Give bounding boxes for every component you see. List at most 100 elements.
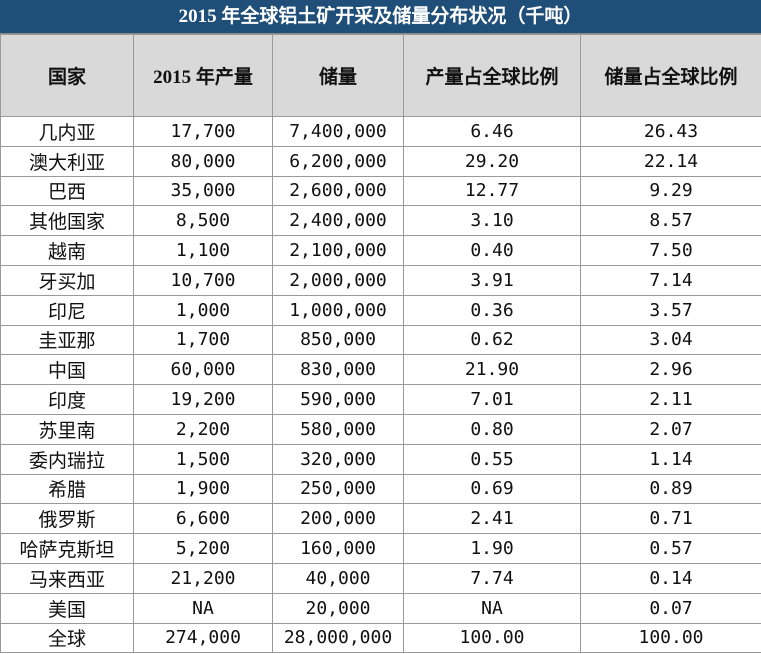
- value-cell: 20,000: [272, 592, 404, 624]
- value-cell: NA: [133, 592, 273, 624]
- value-cell: 9.29: [580, 175, 761, 207]
- data-table: 国家 2015 年产量 储量 产量占全球比例 储量占全球比例 几内亚 17,700 7,400…: [0, 34, 761, 654]
- value-cell: 3.04: [580, 324, 761, 356]
- value-cell: 2.11: [580, 384, 761, 415]
- header-cell: 储量: [272, 34, 404, 117]
- value-cell: 2,000,000: [272, 264, 404, 296]
- country-cell: 俄罗斯: [0, 503, 134, 535]
- table-row: 澳大利亚 80,000 6,200,000 29.20 22.14: [0, 145, 761, 177]
- value-cell: 60,000: [133, 354, 273, 386]
- country-cell: 巴西: [0, 175, 134, 207]
- country-cell: 印度: [0, 384, 134, 415]
- value-cell: 80,000: [133, 145, 273, 177]
- country-cell: 中国: [0, 354, 134, 386]
- value-cell: 2.41: [403, 503, 581, 535]
- value-cell: 0.40: [403, 235, 581, 266]
- value-cell: 3.10: [403, 205, 581, 237]
- value-cell: 0.36: [403, 294, 581, 326]
- country-cell: 印尼: [0, 294, 134, 326]
- value-cell: 1,700: [133, 324, 273, 356]
- country-cell: 哈萨克斯坦: [0, 533, 134, 564]
- value-cell: 3.91: [403, 264, 581, 296]
- header-cell: 产量占全球比例: [403, 34, 581, 117]
- table-title: 2015 年全球铝土矿开采及储量分布状况（千吨）: [0, 0, 761, 34]
- value-cell: 1.14: [580, 443, 761, 475]
- value-cell: 7,400,000: [272, 116, 404, 147]
- country-cell: 澳大利亚: [0, 145, 134, 177]
- table-row: 越南 1,100 2,100,000 0.40 7.50: [0, 235, 761, 266]
- value-cell: 2.96: [580, 354, 761, 386]
- country-cell: 圭亚那: [0, 324, 134, 356]
- value-cell: 21,200: [133, 562, 273, 594]
- value-cell: 6,200,000: [272, 145, 404, 177]
- value-cell: 274,000: [133, 622, 273, 654]
- country-cell: 全球: [0, 622, 134, 654]
- value-cell: 6.46: [403, 116, 581, 147]
- value-cell: 22.14: [580, 145, 761, 177]
- value-cell: 250,000: [272, 473, 404, 505]
- header-cell: 储量占全球比例: [580, 34, 761, 117]
- country-cell: 其他国家: [0, 205, 134, 237]
- value-cell: 0.55: [403, 443, 581, 475]
- header-cell: 2015 年产量: [133, 34, 273, 117]
- value-cell: 0.57: [580, 533, 761, 564]
- value-cell: 7.74: [403, 562, 581, 594]
- value-cell: 26.43: [580, 116, 761, 147]
- table-row: 几内亚 17,700 7,400,000 6.46 26.43: [0, 116, 761, 147]
- value-cell: 580,000: [272, 413, 404, 445]
- value-cell: 200,000: [272, 503, 404, 535]
- value-cell: 1,500: [133, 443, 273, 475]
- table-row: 苏里南 2,200 580,000 0.80 2.07: [0, 413, 761, 445]
- value-cell: 160,000: [272, 533, 404, 564]
- table-row: 巴西 35,000 2,600,000 12.77 9.29: [0, 175, 761, 207]
- value-cell: 7.50: [580, 235, 761, 266]
- value-cell: 0.62: [403, 324, 581, 356]
- table-row: 委内瑞拉 1,500 320,000 0.55 1.14: [0, 443, 761, 475]
- table-row: 牙买加 10,700 2,000,000 3.91 7.14: [0, 264, 761, 296]
- value-cell: 0.89: [580, 473, 761, 505]
- value-cell: 10,700: [133, 264, 273, 296]
- country-cell: 希腊: [0, 473, 134, 505]
- country-cell: 委内瑞拉: [0, 443, 134, 475]
- value-cell: 8,500: [133, 205, 273, 237]
- country-cell: 苏里南: [0, 413, 134, 445]
- value-cell: 0.71: [580, 503, 761, 535]
- table-row: 全球 274,000 28,000,000 100.00 100.00: [0, 622, 761, 654]
- value-cell: 0.14: [580, 562, 761, 594]
- value-cell: 320,000: [272, 443, 404, 475]
- table-row: 印尼 1,000 1,000,000 0.36 3.57: [0, 294, 761, 326]
- header-cell: 国家: [0, 34, 134, 117]
- country-cell: 越南: [0, 235, 134, 266]
- value-cell: 35,000: [133, 175, 273, 207]
- value-cell: 40,000: [272, 562, 404, 594]
- value-cell: 1,900: [133, 473, 273, 505]
- value-cell: 29.20: [403, 145, 581, 177]
- value-cell: 2,600,000: [272, 175, 404, 207]
- value-cell: 2,200: [133, 413, 273, 445]
- value-cell: 0.80: [403, 413, 581, 445]
- table-row: 希腊 1,900 250,000 0.69 0.89: [0, 473, 761, 505]
- value-cell: 0.07: [580, 592, 761, 624]
- table-row: 圭亚那 1,700 850,000 0.62 3.04: [0, 324, 761, 356]
- value-cell: 17,700: [133, 116, 273, 147]
- country-cell: 美国: [0, 592, 134, 624]
- value-cell: 1,100: [133, 235, 273, 266]
- value-cell: 5,200: [133, 533, 273, 564]
- value-cell: 0.69: [403, 473, 581, 505]
- value-cell: 7.14: [580, 264, 761, 296]
- value-cell: 2.07: [580, 413, 761, 445]
- value-cell: 6,600: [133, 503, 273, 535]
- value-cell: 19,200: [133, 384, 273, 415]
- value-cell: 100.00: [403, 622, 581, 654]
- header-row: 国家 2015 年产量 储量 产量占全球比例 储量占全球比例: [0, 34, 761, 117]
- value-cell: 7.01: [403, 384, 581, 415]
- table-row: 印度 19,200 590,000 7.01 2.11: [0, 384, 761, 415]
- value-cell: 830,000: [272, 354, 404, 386]
- value-cell: 8.57: [580, 205, 761, 237]
- value-cell: 1,000,000: [272, 294, 404, 326]
- value-cell: 850,000: [272, 324, 404, 356]
- table-body: 国家 2015 年产量 储量 产量占全球比例 储量占全球比例 几内亚 17,700 7,400…: [0, 34, 761, 654]
- value-cell: NA: [403, 592, 581, 624]
- table-row: 中国 60,000 830,000 21.90 2.96: [0, 354, 761, 386]
